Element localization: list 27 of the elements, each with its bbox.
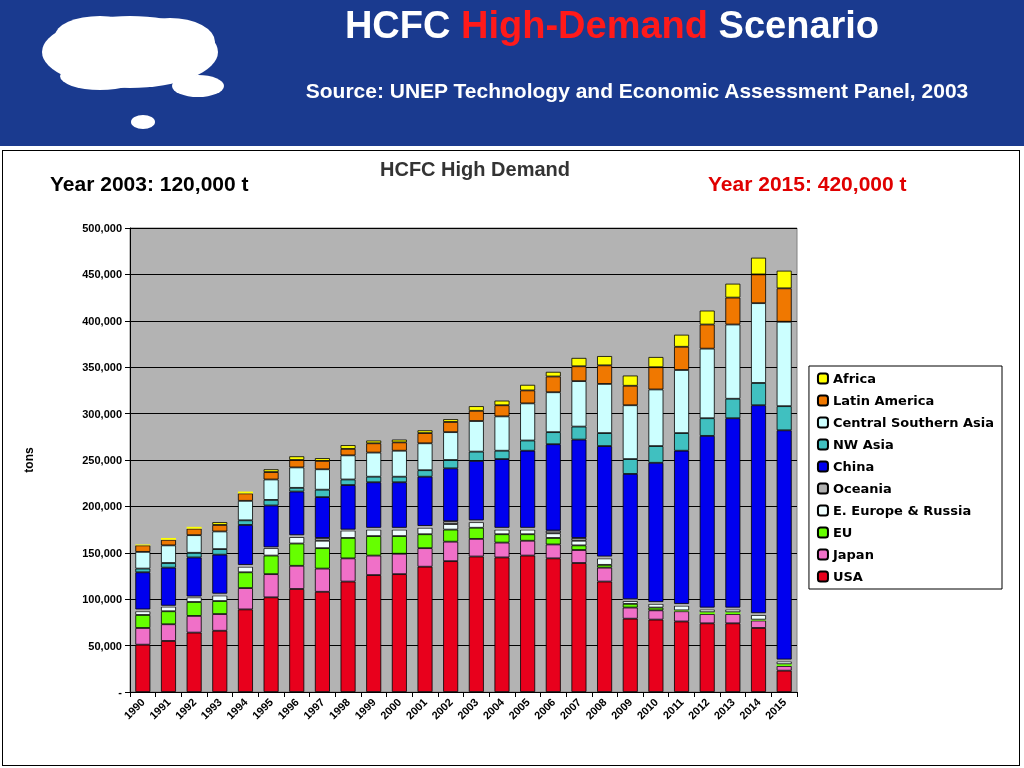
- y-tick-label: 300,000: [82, 407, 122, 420]
- text: HCFC High Demand: [380, 158, 570, 181]
- legend-label: USA: [832, 569, 863, 584]
- chart-subtitle: Source: UNEP Technology and Economic Assessment Panel, 2003: [304, 78, 970, 104]
- y-tick-label: 450,000: [82, 268, 122, 281]
- y-tick-label: 500,000: [82, 222, 122, 234]
- y-tick-label: 250,000: [82, 454, 122, 466]
- legend-label: Japan: [831, 547, 874, 562]
- y-tick-label: 150,000: [82, 546, 122, 559]
- text: Year 2015: 420,000 t: [708, 172, 907, 196]
- text: Year 2003: 120,000 t: [50, 172, 249, 196]
- y-tick-label: 50,000: [88, 639, 122, 652]
- legend-label: Central Southern Asia: [832, 415, 994, 430]
- y-tick-label: 350,000: [82, 361, 122, 374]
- y-tick-label: 100,000: [82, 593, 122, 606]
- legend-label: Africa: [832, 371, 877, 386]
- legend-label: China: [832, 459, 875, 474]
- y-tick-label: 200,000: [82, 500, 122, 513]
- legend-label: E. Europe & Russia: [832, 503, 972, 518]
- legend-label: EU: [832, 525, 853, 540]
- y-axis-title: tons: [22, 447, 36, 473]
- legend-label: NW Asia: [832, 437, 894, 452]
- chart-title: HCFC High-Demand Scenario: [344, 4, 880, 46]
- y-tick-label: -: [118, 686, 123, 698]
- legend-label: Oceania: [832, 481, 892, 496]
- legend-label: Latin America: [832, 393, 935, 408]
- y-tick-label: 400,000: [82, 314, 122, 327]
